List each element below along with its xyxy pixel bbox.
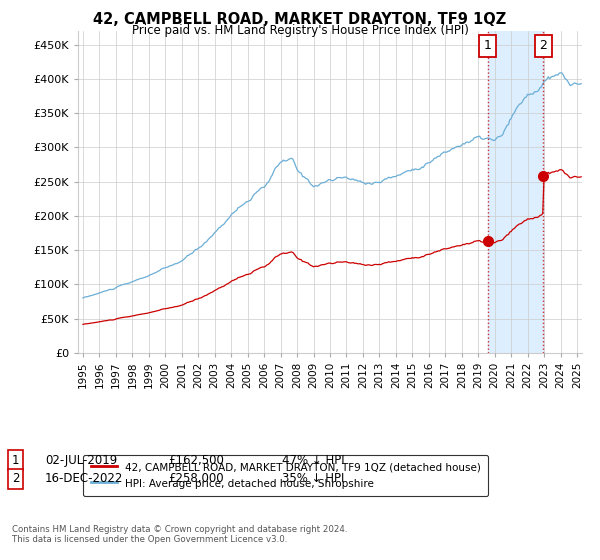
Text: Contains HM Land Registry data © Crown copyright and database right 2024.
This d: Contains HM Land Registry data © Crown c… <box>12 525 347 544</box>
Bar <box>488 31 544 353</box>
Text: 02-JUL-2019: 02-JUL-2019 <box>45 454 117 467</box>
Text: 16-DEC-2022: 16-DEC-2022 <box>45 472 124 486</box>
Text: 47% ↓ HPI: 47% ↓ HPI <box>282 454 344 467</box>
Text: 2: 2 <box>12 472 19 486</box>
Text: 35% ↓ HPI: 35% ↓ HPI <box>282 472 344 486</box>
Text: 42, CAMPBELL ROAD, MARKET DRAYTON, TF9 1QZ: 42, CAMPBELL ROAD, MARKET DRAYTON, TF9 1… <box>94 12 506 27</box>
Text: 2: 2 <box>539 39 547 53</box>
Text: £258,000: £258,000 <box>168 472 224 486</box>
Text: 1: 1 <box>12 454 19 467</box>
Legend: 42, CAMPBELL ROAD, MARKET DRAYTON, TF9 1QZ (detached house), HPI: Average price,: 42, CAMPBELL ROAD, MARKET DRAYTON, TF9 1… <box>83 455 488 496</box>
Text: 1: 1 <box>484 39 492 53</box>
Text: £162,500: £162,500 <box>168 454 224 467</box>
Text: Price paid vs. HM Land Registry's House Price Index (HPI): Price paid vs. HM Land Registry's House … <box>131 24 469 36</box>
